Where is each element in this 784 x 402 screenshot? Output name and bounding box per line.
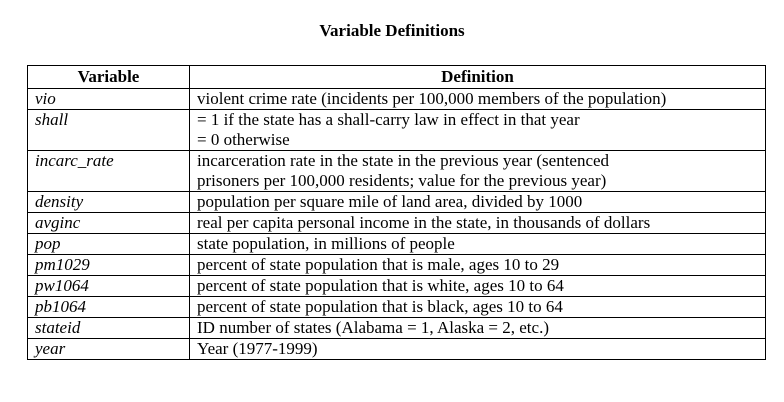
variable-cell: stateid (27, 317, 190, 339)
table-row: year Year (1977-1999) (27, 338, 766, 360)
table-header-row: Variable Definition (27, 65, 766, 89)
table-row: pw1064 percent of state population that … (27, 275, 766, 297)
table-row: stateid ID number of states (Alabama = 1… (27, 317, 766, 339)
table-row: density population per square mile of la… (27, 191, 766, 213)
definition-cell: state population, in millions of people (189, 233, 766, 255)
definition-line: state population, in millions of people (197, 234, 455, 253)
variable-cell: density (27, 191, 190, 213)
definition-line: Year (1977-1999) (197, 339, 318, 358)
definition-line: real per capita personal income in the s… (197, 213, 651, 232)
definition-cell: population per square mile of land area,… (189, 191, 766, 213)
definition-line: = 1 if the state has a shall-carry law i… (197, 110, 580, 129)
variable-definitions-table: Variable Definition vio violent crime ra… (27, 65, 766, 360)
table-row: pop state population, in millions of peo… (27, 233, 766, 255)
definition-line: percent of state population that is whit… (197, 276, 564, 295)
table-row: pb1064 percent of state population that … (27, 296, 766, 318)
definition-cell: real per capita personal income in the s… (189, 212, 766, 234)
table-row: vio violent crime rate (incidents per 10… (27, 88, 766, 110)
column-header-definition: Definition (189, 65, 766, 89)
definition-cell: ID number of states (Alabama = 1, Alaska… (189, 317, 766, 339)
table-row: incarc_rate incarceration rate in the st… (27, 150, 766, 192)
definition-line: percent of state population that is blac… (197, 297, 563, 316)
definition-line: = 0 otherwise (197, 130, 290, 149)
definition-cell: percent of state population that is male… (189, 254, 766, 276)
definition-cell: = 1 if the state has a shall-carry law i… (189, 109, 766, 151)
variable-cell: pw1064 (27, 275, 190, 297)
table-row: pm1029 percent of state population that … (27, 254, 766, 276)
definition-line: incarceration rate in the state in the p… (197, 151, 610, 170)
definition-line: percent of state population that is male… (197, 255, 560, 274)
variable-cell: avginc (27, 212, 190, 234)
definition-cell: Year (1977-1999) (189, 338, 766, 360)
definition-line: ID number of states (Alabama = 1, Alaska… (197, 318, 549, 337)
table-row: avginc real per capita personal income i… (27, 212, 766, 234)
variable-cell: vio (27, 88, 190, 110)
definition-cell: incarceration rate in the state in the p… (189, 150, 766, 192)
definition-line: prisoners per 100,000 residents; value f… (197, 171, 607, 190)
variable-cell: year (27, 338, 190, 360)
variable-cell: pb1064 (27, 296, 190, 318)
definition-cell: percent of state population that is whit… (189, 275, 766, 297)
definition-line: population per square mile of land area,… (197, 192, 583, 211)
definition-cell: violent crime rate (incidents per 100,00… (189, 88, 766, 110)
column-header-variable: Variable (27, 65, 190, 89)
variable-cell: pop (27, 233, 190, 255)
variable-cell: pm1029 (27, 254, 190, 276)
variable-cell: incarc_rate (27, 150, 190, 192)
page-title: Variable Definitions (319, 21, 465, 40)
definition-cell: percent of state population that is blac… (189, 296, 766, 318)
table-row: shall = 1 if the state has a shall-carry… (27, 109, 766, 151)
variable-cell: shall (27, 109, 190, 151)
definition-line: violent crime rate (incidents per 100,00… (197, 89, 667, 108)
